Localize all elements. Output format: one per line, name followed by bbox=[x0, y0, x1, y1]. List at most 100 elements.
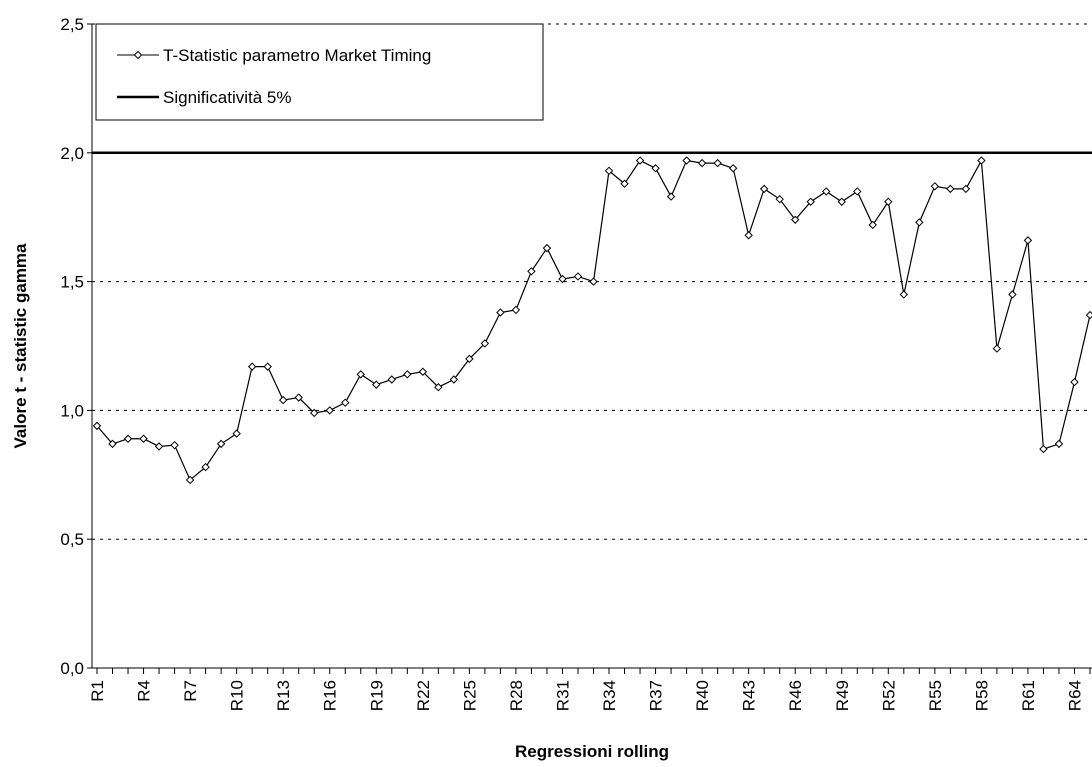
y-tick-label: 1,0 bbox=[60, 401, 84, 420]
point-marker bbox=[418, 367, 428, 376]
point-marker bbox=[558, 274, 567, 284]
legend-label: Significatività 5% bbox=[163, 88, 292, 107]
point-marker bbox=[108, 439, 117, 449]
point-marker bbox=[868, 220, 877, 230]
point-marker bbox=[123, 434, 133, 443]
y-tick-label: 1,5 bbox=[60, 273, 84, 292]
point-marker bbox=[263, 362, 272, 371]
x-tick-label: R7 bbox=[181, 680, 200, 702]
x-tick-label: R49 bbox=[833, 680, 852, 711]
x-tick-label: R46 bbox=[786, 680, 805, 711]
point-marker bbox=[635, 156, 645, 165]
y-tick-label: 0,0 bbox=[60, 659, 84, 678]
point-marker bbox=[154, 442, 164, 451]
point-marker bbox=[589, 277, 598, 286]
y-tick-label: 0,5 bbox=[60, 530, 84, 549]
x-tick-label: R25 bbox=[460, 680, 479, 711]
point-marker bbox=[651, 164, 660, 173]
point-marker bbox=[403, 370, 412, 379]
point-marker bbox=[310, 408, 319, 418]
x-tick-label: R40 bbox=[693, 680, 712, 711]
point-marker bbox=[372, 380, 381, 389]
point-marker bbox=[527, 267, 536, 276]
point-marker bbox=[822, 187, 831, 196]
x-tick-label: R43 bbox=[740, 680, 759, 711]
point-marker bbox=[775, 194, 784, 204]
point-marker bbox=[496, 308, 505, 317]
x-tick-label: R55 bbox=[926, 680, 945, 711]
point-marker bbox=[573, 272, 583, 281]
series-line bbox=[96, 158, 1091, 481]
x-tick-label: R10 bbox=[228, 680, 247, 711]
point-marker bbox=[1023, 236, 1033, 245]
point-marker bbox=[713, 158, 722, 168]
point-marker bbox=[278, 395, 288, 405]
point-marker bbox=[682, 156, 691, 165]
y-tick-label: 2,5 bbox=[60, 15, 84, 34]
point-marker bbox=[356, 370, 365, 379]
point-marker bbox=[1070, 377, 1079, 387]
x-tick-label: R16 bbox=[321, 680, 340, 711]
point-marker bbox=[232, 429, 241, 438]
x-tick-label: R61 bbox=[1019, 680, 1038, 711]
point-marker bbox=[465, 354, 474, 364]
x-tick-label: R58 bbox=[972, 680, 991, 711]
x-tick-label: R52 bbox=[879, 680, 898, 711]
point-marker bbox=[1008, 290, 1017, 299]
point-marker bbox=[961, 184, 971, 194]
legend-box bbox=[95, 23, 544, 121]
point-marker bbox=[884, 197, 893, 206]
y-tick-label: 2,0 bbox=[60, 144, 84, 163]
point-marker bbox=[185, 475, 195, 485]
x-tick-label: R1 bbox=[88, 680, 107, 702]
legend-marker bbox=[133, 50, 143, 60]
point-marker bbox=[837, 197, 846, 206]
x-tick-label: R64 bbox=[1065, 680, 1084, 711]
point-marker bbox=[247, 362, 257, 371]
point-marker bbox=[697, 158, 707, 168]
point-marker bbox=[434, 383, 443, 392]
point-marker bbox=[511, 305, 521, 315]
point-marker bbox=[201, 462, 210, 472]
x-tick-label: R4 bbox=[135, 680, 154, 702]
point-marker bbox=[930, 182, 940, 191]
point-marker bbox=[790, 215, 800, 224]
point-marker bbox=[899, 290, 909, 299]
point-marker bbox=[604, 166, 614, 176]
x-tick-label: R13 bbox=[274, 680, 293, 711]
point-marker bbox=[728, 164, 738, 173]
point-marker bbox=[341, 398, 350, 407]
point-marker bbox=[1039, 444, 1048, 454]
point-marker bbox=[170, 440, 179, 450]
point-marker bbox=[325, 406, 334, 415]
point-marker bbox=[806, 197, 815, 206]
x-tick-label: R19 bbox=[367, 680, 386, 711]
x-tick-label: R31 bbox=[553, 680, 572, 711]
point-marker bbox=[92, 421, 102, 431]
point-marker bbox=[294, 393, 303, 402]
point-marker bbox=[542, 243, 552, 253]
point-marker bbox=[744, 231, 753, 240]
point-marker bbox=[759, 184, 769, 194]
legend-label: T-Statistic parametro Market Timing bbox=[163, 46, 431, 65]
point-marker bbox=[992, 344, 1002, 353]
point-marker bbox=[1085, 310, 1092, 320]
x-axis-label: Regressioni rolling bbox=[515, 742, 669, 761]
point-marker bbox=[139, 434, 148, 443]
point-marker bbox=[666, 192, 676, 201]
point-marker bbox=[387, 375, 397, 384]
point-marker bbox=[449, 375, 459, 384]
point-marker bbox=[216, 439, 226, 449]
point-marker bbox=[946, 184, 955, 194]
point-marker bbox=[1054, 439, 1064, 449]
point-marker bbox=[853, 187, 862, 196]
x-tick-label: R28 bbox=[507, 680, 526, 711]
x-tick-label: R37 bbox=[647, 680, 666, 711]
point-marker bbox=[915, 218, 924, 227]
point-marker bbox=[977, 156, 986, 165]
y-axis-label: Valore t - statistic gamma bbox=[11, 243, 30, 449]
point-marker bbox=[480, 339, 490, 348]
x-tick-label: R34 bbox=[600, 680, 619, 711]
point-marker bbox=[620, 179, 629, 188]
